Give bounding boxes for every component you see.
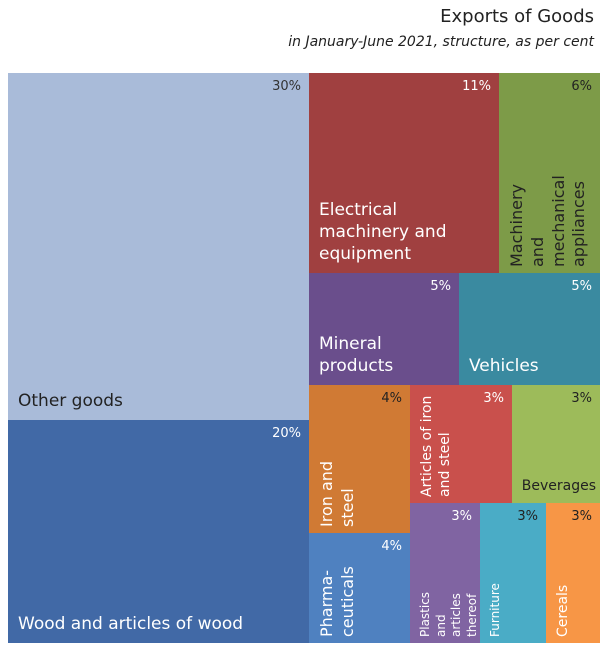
value-label: 6% bbox=[571, 79, 592, 94]
value-label: 4% bbox=[381, 391, 402, 406]
treemap-cell: 11% Electrical machinery and equipment bbox=[309, 73, 501, 275]
value-label: 11% bbox=[462, 79, 491, 94]
value-label: 3% bbox=[571, 391, 592, 406]
category-label: Pharma-ceuticals bbox=[317, 566, 357, 637]
category-label: Cereals bbox=[555, 584, 571, 637]
category-label: Iron and steel bbox=[317, 460, 357, 527]
category-label: Electrical machinery and equipment bbox=[319, 199, 447, 264]
value-label: 5% bbox=[571, 279, 592, 294]
category-label: Other goods bbox=[18, 390, 123, 411]
treemap-cell: 30% Other goods bbox=[8, 73, 311, 422]
value-label: 3% bbox=[571, 509, 592, 524]
treemap-cell: 3% Plastics and articles thereof bbox=[410, 503, 482, 645]
treemap-cell: 5% Mineral products bbox=[309, 273, 461, 387]
category-label: Vehicles bbox=[469, 355, 539, 376]
chart-subtitle: in January-June 2021, structure, as per … bbox=[288, 34, 594, 50]
category-label: Plastics and articles thereof bbox=[418, 591, 479, 637]
value-label: 3% bbox=[517, 509, 538, 524]
treemap-cell: 3% Furniture bbox=[480, 503, 548, 645]
value-label: 30% bbox=[272, 79, 301, 94]
category-label: Beverages bbox=[521, 477, 596, 494]
category-label: Wood and articles of wood bbox=[18, 613, 244, 634]
treemap-cell: 4% Pharma-ceuticals bbox=[309, 533, 412, 645]
category-label: Mineral products bbox=[319, 333, 394, 376]
category-label: Articles of iron and steel bbox=[419, 395, 454, 497]
value-label: 5% bbox=[430, 279, 451, 294]
treemap-cell: 6% Machinery and mechanical appliances bbox=[499, 73, 602, 275]
treemap-cell: 5% Vehicles bbox=[459, 273, 602, 387]
chart-title: Exports of Goods bbox=[440, 6, 594, 27]
treemap-cell: 3% Beverages bbox=[512, 385, 602, 505]
treemap-cell: 3% Cereals bbox=[546, 503, 602, 645]
treemap-cell: 20% Wood and articles of wood bbox=[8, 420, 311, 645]
value-label: 3% bbox=[451, 509, 472, 524]
category-label: Machinery and mechanical appliances bbox=[507, 175, 589, 267]
value-label: 20% bbox=[272, 426, 301, 441]
treemap-cell: 4% Iron and steel bbox=[309, 385, 412, 535]
value-label: 4% bbox=[381, 539, 402, 554]
value-label: 3% bbox=[483, 391, 504, 406]
treemap-cell: 3% Articles of iron and steel bbox=[410, 385, 514, 505]
category-label: Furniture bbox=[488, 583, 502, 637]
